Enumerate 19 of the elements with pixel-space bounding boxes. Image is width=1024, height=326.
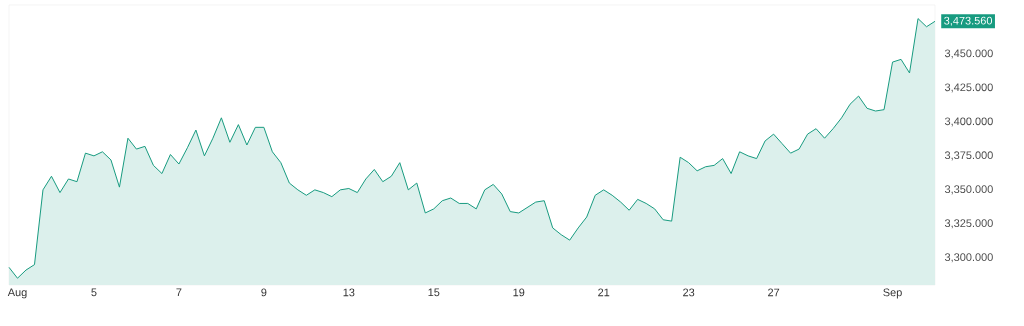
x-tick-label: Sep <box>883 288 902 299</box>
y-tick-label: 3,450.000 <box>944 49 993 59</box>
x-tick-label: 21 <box>598 288 610 297</box>
x-tick-label: 23 <box>683 288 695 297</box>
x-tick-label: 15 <box>428 288 440 297</box>
y-tick-label: 3,375.000 <box>944 151 993 161</box>
x-tick-label: Aug <box>7 288 27 299</box>
y-tick-label: 3,300.000 <box>944 253 993 263</box>
y-tick-label: 3,325.000 <box>944 219 993 229</box>
x-tick-label: 9 <box>261 288 267 297</box>
y-tick-label: 3,425.000 <box>944 83 993 93</box>
y-tick-label: 3,350.000 <box>944 185 993 195</box>
y-tick-label: 3,400.000 <box>944 117 993 127</box>
x-tick-label: 13 <box>343 288 355 297</box>
x-tick-label: 27 <box>768 288 780 297</box>
x-tick-label: 7 <box>176 288 182 297</box>
x-tick-label: 19 <box>513 288 525 297</box>
text: 3,473.560 <box>944 16 993 26</box>
x-tick-label: 5 <box>91 288 97 297</box>
